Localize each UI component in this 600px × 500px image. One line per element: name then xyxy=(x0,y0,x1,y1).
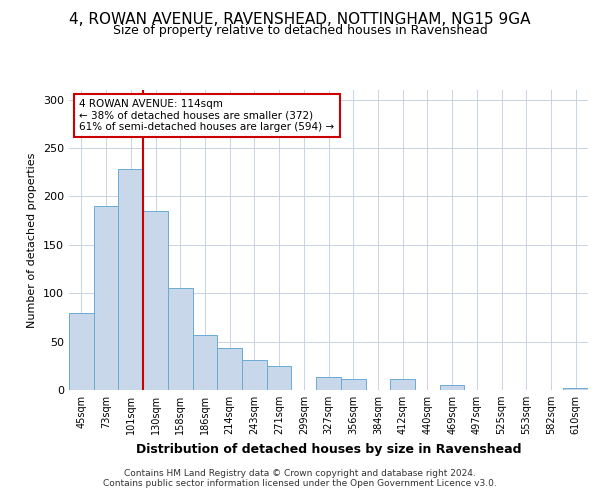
Bar xyxy=(193,335,217,390)
Bar xyxy=(69,312,94,390)
Bar xyxy=(217,348,242,390)
Bar xyxy=(242,360,267,390)
Bar xyxy=(267,366,292,390)
Bar xyxy=(94,206,118,390)
Text: Distribution of detached houses by size in Ravenshead: Distribution of detached houses by size … xyxy=(136,442,521,456)
Text: 4 ROWAN AVENUE: 114sqm
← 38% of detached houses are smaller (372)
61% of semi-de: 4 ROWAN AVENUE: 114sqm ← 38% of detached… xyxy=(79,99,335,132)
Text: 4, ROWAN AVENUE, RAVENSHEAD, NOTTINGHAM, NG15 9GA: 4, ROWAN AVENUE, RAVENSHEAD, NOTTINGHAM,… xyxy=(69,12,531,28)
Bar xyxy=(440,385,464,390)
Bar xyxy=(168,288,193,390)
Bar xyxy=(118,170,143,390)
Bar xyxy=(143,211,168,390)
Bar xyxy=(316,378,341,390)
Bar xyxy=(341,380,365,390)
Text: Contains HM Land Registry data © Crown copyright and database right 2024.: Contains HM Land Registry data © Crown c… xyxy=(124,468,476,477)
Bar xyxy=(390,380,415,390)
Bar xyxy=(563,388,588,390)
Text: Contains public sector information licensed under the Open Government Licence v3: Contains public sector information licen… xyxy=(103,478,497,488)
Y-axis label: Number of detached properties: Number of detached properties xyxy=(28,152,37,328)
Text: Size of property relative to detached houses in Ravenshead: Size of property relative to detached ho… xyxy=(113,24,487,37)
